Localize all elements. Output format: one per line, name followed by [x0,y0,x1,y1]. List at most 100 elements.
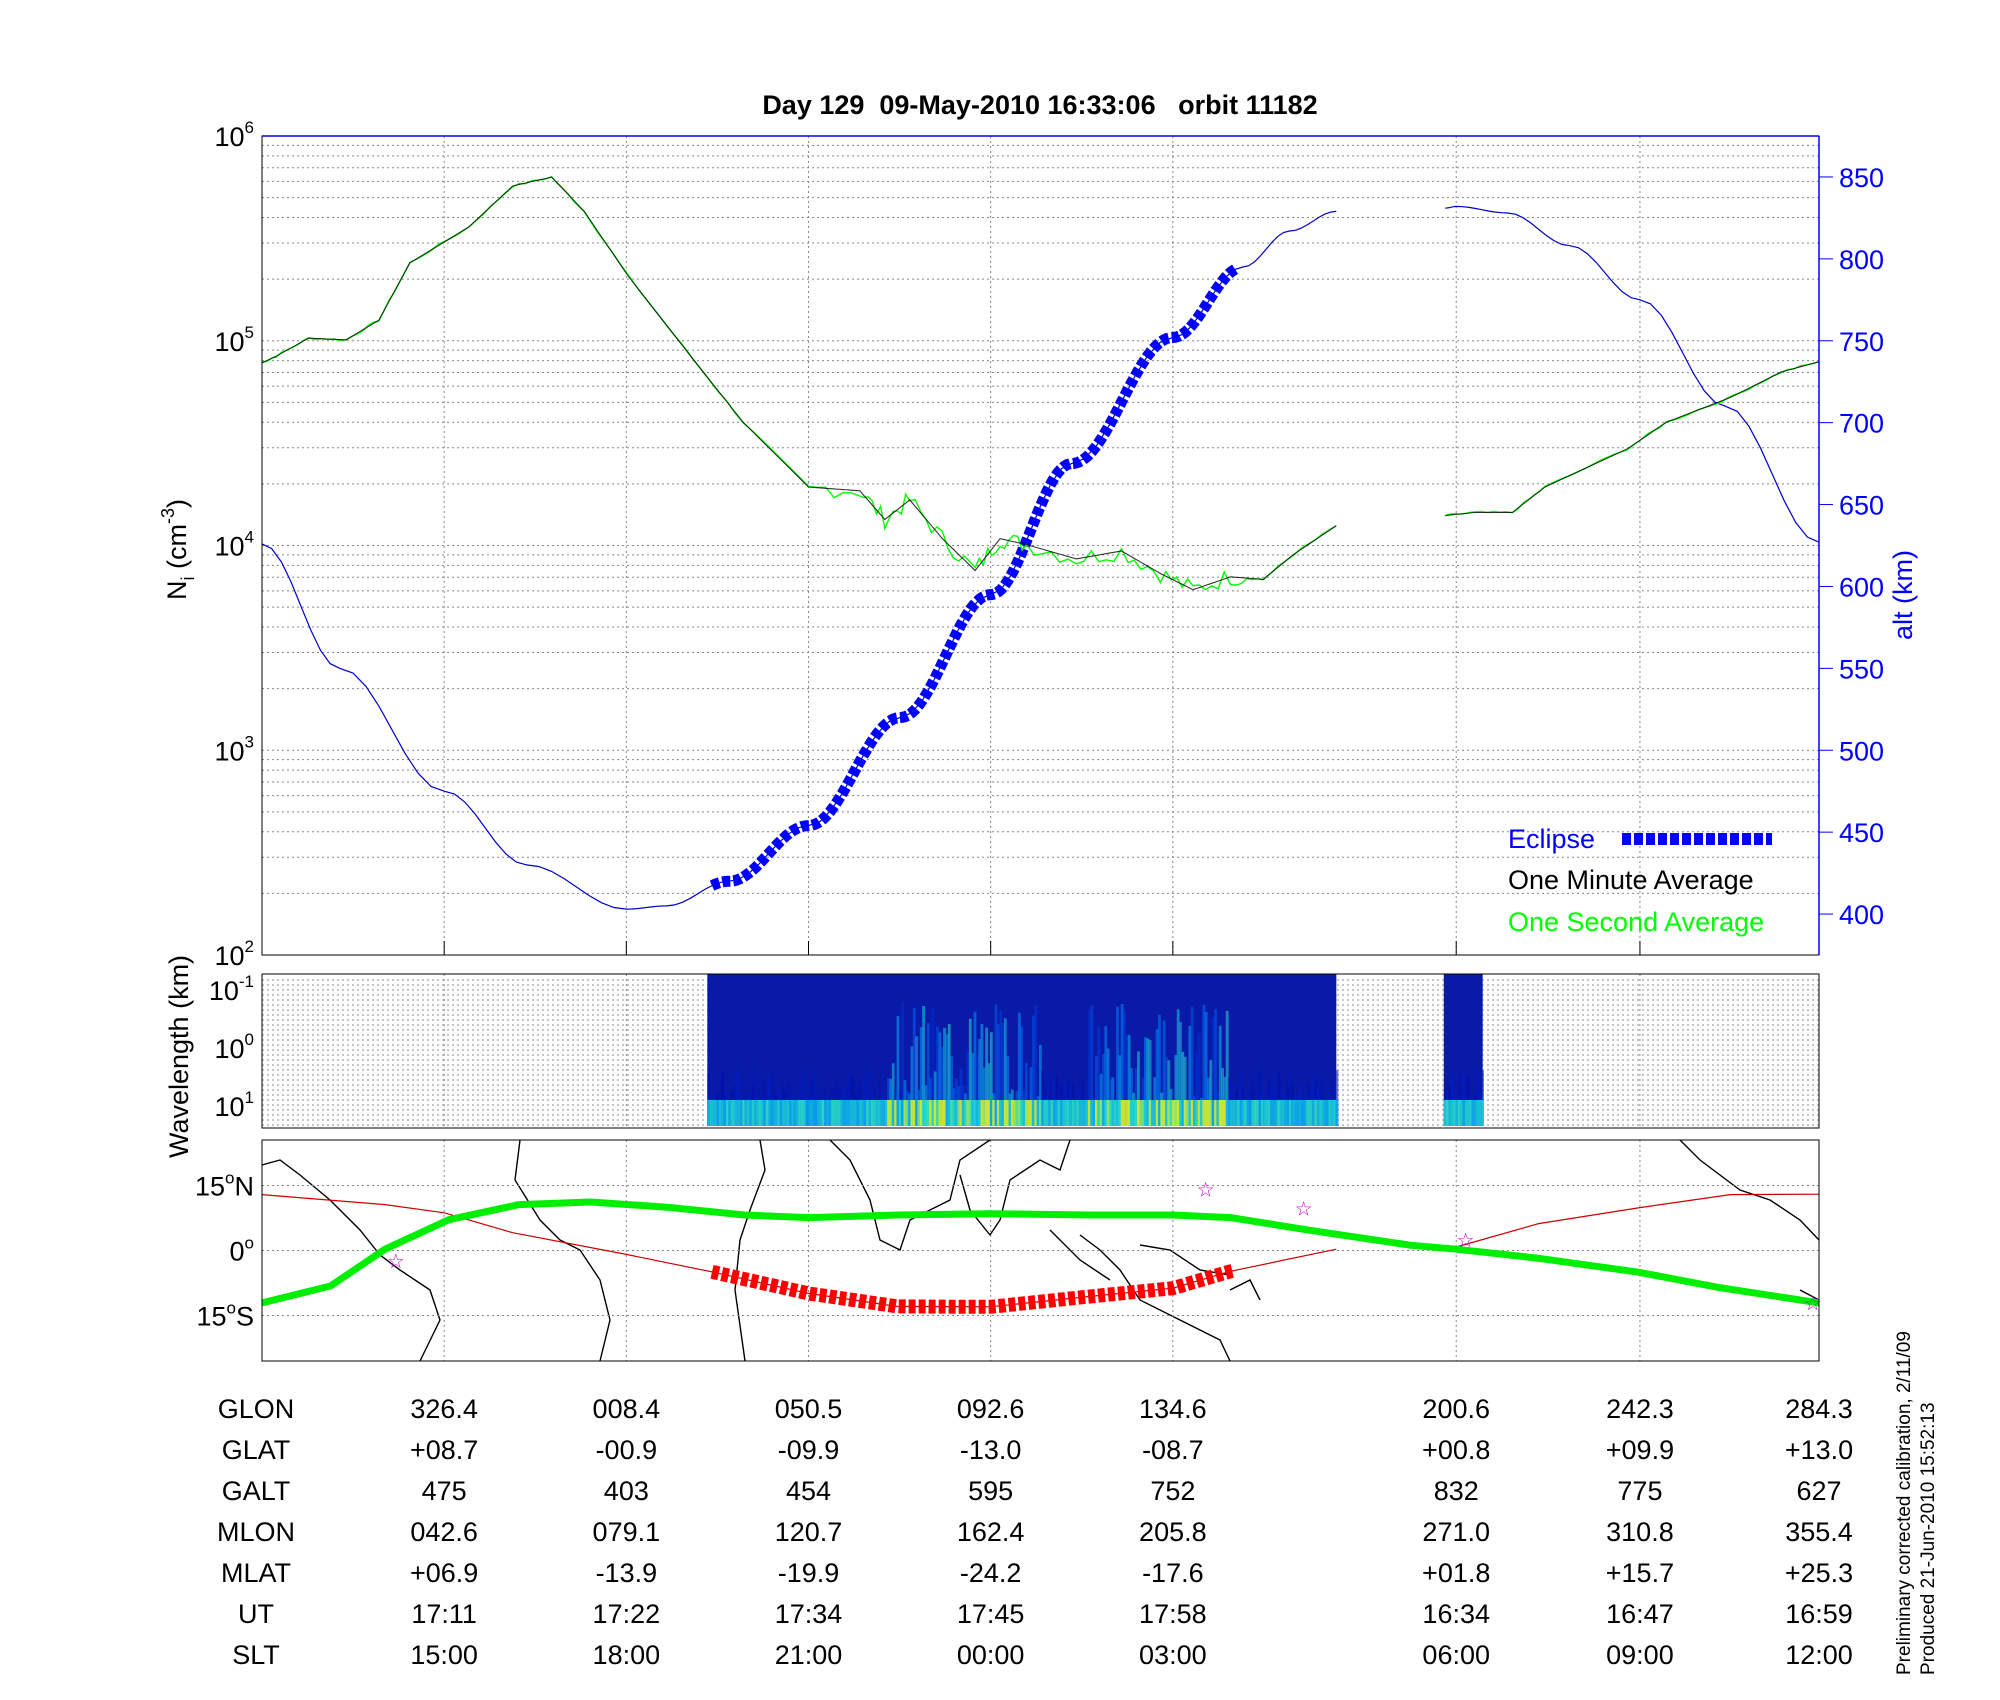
spectrogram-low-band [1013,1100,1017,1126]
spectrogram-low-band [814,1100,818,1126]
spectrogram-column [1125,1035,1129,1126]
spectrogram-low-band [898,1100,902,1126]
star-marker-icon: ☆ [1804,1293,1822,1315]
table-cell: -19.9 [778,1558,840,1588]
spectrogram-low-band [996,1100,1000,1126]
spectrogram-low-band [952,1100,956,1126]
spectrogram-low-band [922,1100,926,1126]
table-cell: 03:00 [1139,1640,1207,1670]
spectrogram-column [891,1063,895,1126]
spectrogram-low-band [1284,1100,1288,1126]
spectrogram-low-band [1162,1100,1166,1126]
spectrogram-low-band [903,1100,907,1126]
spectrogram-low-band [1443,1100,1447,1126]
spectrogram-low-band [1260,1100,1264,1126]
spectrogram-low-band [989,1100,993,1126]
spectrogram-column [1181,1051,1185,1126]
spectrogram-low-band [842,1100,846,1126]
spectrogram-column [1214,1009,1217,1126]
ni-tick-label: 105 [214,323,254,357]
spectrogram-low-band [1120,1100,1124,1126]
spectrogram-low-band [1010,1100,1014,1126]
spectrogram-low-band [1195,1100,1199,1126]
spectrogram-low-band [1029,1100,1033,1126]
spectrogram-low-band [751,1100,755,1126]
table-cell: 752 [1150,1476,1195,1506]
ni-tick-label: 102 [214,937,254,971]
alt-tick-label: 550 [1839,654,1884,684]
table-cell: 16:34 [1422,1599,1490,1629]
spectrogram-low-band [933,1100,937,1126]
spectrogram-low-band [943,1100,947,1126]
table-cell: 120.7 [775,1517,843,1547]
spectrogram-column [996,1024,1000,1126]
spectrogram-low-band [1286,1100,1290,1126]
spectrogram-low-band [1321,1100,1325,1126]
spectrogram-low-band [1302,1100,1306,1126]
coastline [514,1139,611,1362]
spectrogram-low-band [1048,1100,1052,1126]
spectrogram-low-band [1448,1100,1452,1126]
table-cell: 627 [1796,1476,1841,1506]
spectrogram-column [1087,1009,1091,1126]
spectrogram-low-band [1085,1100,1089,1126]
spectrogram-low-band [1309,1100,1313,1126]
spectrogram-low-band [1097,1100,1101,1126]
spectrogram-column [1127,1034,1131,1126]
star-marker-icon: ☆ [387,1251,405,1273]
spectrogram-low-band [1323,1100,1327,1126]
spectrogram-column [1202,1004,1206,1126]
spectrogram-low-band [840,1100,844,1126]
eclipse-track-line [710,1263,1237,1314]
spectrogram-low-band [1462,1100,1466,1126]
ni-axis-label: Ni (cm-3) [158,499,198,600]
spectrogram-column [1218,1025,1222,1126]
spectrogram-low-band [1130,1100,1133,1126]
spectrogram-column [1167,1060,1171,1126]
spectrogram-low-band [1207,1100,1210,1126]
spectrogram-column [1225,1010,1229,1126]
table-cell: -24.2 [960,1558,1022,1588]
spectrogram-low-band [826,1100,830,1126]
spectrogram-column [1335,1070,1339,1126]
spectrogram-low-band [779,1100,783,1126]
spectrogram-low-band [1216,1100,1220,1126]
spectrogram-low-band [1335,1100,1339,1126]
spectrogram-column [1155,1029,1159,1126]
spectrogram-column [1024,1063,1028,1126]
spectrogram-column [1104,1026,1108,1126]
wavelength-spectrogram: 10-1 100 101 Wavelength (km) [164,955,1820,1158]
spectrogram-low-band [931,1100,935,1126]
spectrogram-low-band [980,1100,984,1126]
spectrogram-low-band [798,1100,802,1126]
spectrogram-low-band [973,1100,977,1126]
wavelength-tick-label: 101 [214,1088,254,1122]
spectrogram-low-band [1225,1100,1229,1126]
spectrogram-low-band [1125,1100,1129,1126]
spectrogram-low-band [805,1100,809,1126]
spectrogram-low-band [1099,1100,1103,1126]
spectrogram-low-band [901,1100,904,1126]
row-label-glon: GLON [218,1394,295,1424]
table-cell: +13.0 [1785,1435,1853,1465]
spectrogram-low-band [994,1100,998,1126]
spectrogram-column [915,1036,918,1126]
spectrogram-low-band [1277,1100,1280,1126]
row-label-slt: SLT [232,1640,280,1670]
ni-tick-label: 103 [214,732,254,766]
table-cell: 092.6 [957,1394,1025,1424]
spectrogram-low-band [1455,1100,1459,1126]
spectrogram-low-band [1071,1100,1075,1126]
spectrogram-low-band [1109,1100,1112,1126]
spectrogram-low-band [1230,1100,1234,1126]
spectrogram-column [1277,1071,1280,1126]
spectrogram-column [1158,1014,1161,1126]
table-cell: 17:58 [1139,1599,1207,1629]
spectrogram-low-band [873,1100,876,1126]
spectrogram-column [926,1023,930,1126]
spectrogram-low-band [908,1100,911,1126]
spectrogram-column [950,1055,954,1126]
spectrogram-low-band [863,1100,867,1126]
one-minute-average-line [261,176,1337,591]
produced-note: Produced 21-Jun-2010 15:52:13 [1918,1402,1939,1675]
